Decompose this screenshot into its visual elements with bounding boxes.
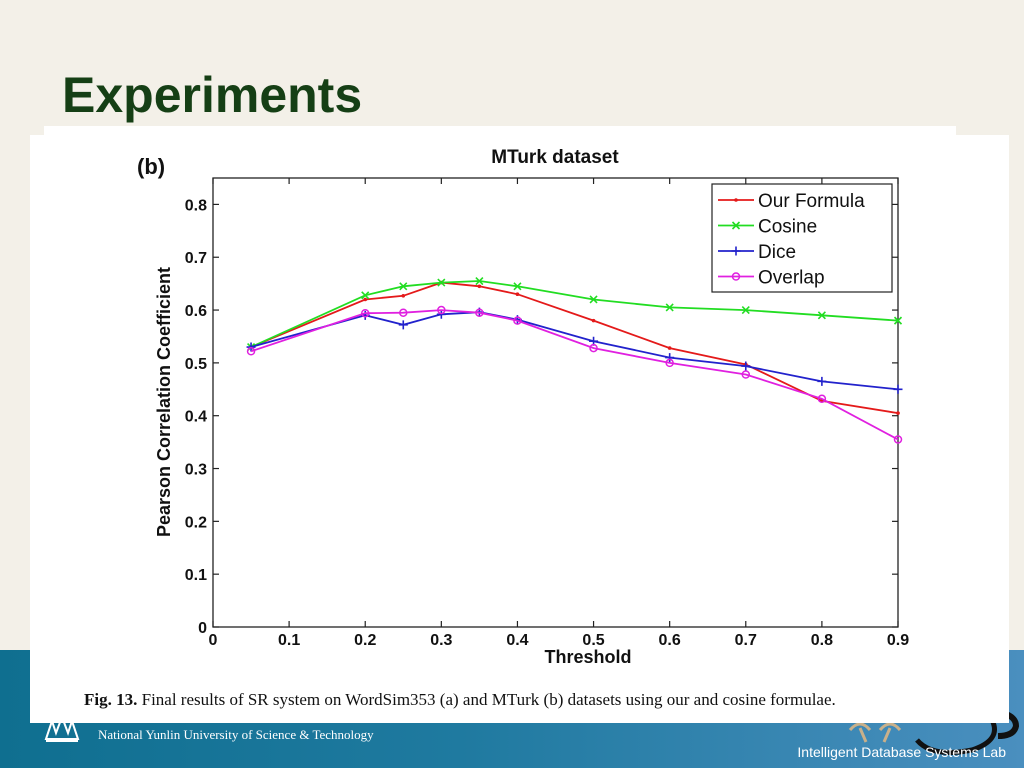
x-tick-label: 0 xyxy=(209,632,218,649)
data-point-our-formula xyxy=(896,411,900,415)
data-point-cosine xyxy=(589,295,598,304)
data-point-cosine xyxy=(399,282,408,291)
x-tick-label: 0.8 xyxy=(811,632,833,649)
data-point-cosine xyxy=(817,311,826,320)
y-tick-label: 0.1 xyxy=(185,567,207,584)
university-name: National Yunlin University of Science & … xyxy=(98,727,374,742)
legend-marker-overlap xyxy=(731,272,741,281)
lab-name: Intelligent Database Systems Lab xyxy=(797,744,1006,760)
x-tick-label: 0.9 xyxy=(887,632,909,649)
legend: Our Formula Cosine Dice Overlap xyxy=(711,183,893,293)
x-tick-label: 0.2 xyxy=(354,632,376,649)
legend-label-our-formula: Our Formula xyxy=(758,191,865,212)
data-point-overlap xyxy=(589,343,598,353)
x-tick-label: 0.7 xyxy=(735,632,757,649)
figure-top-strip xyxy=(44,126,956,136)
data-point-cosine xyxy=(361,291,370,300)
data-point-dice xyxy=(741,361,751,371)
data-point-cosine xyxy=(475,276,484,286)
data-point-overlap xyxy=(817,394,827,404)
panel-label: (b) xyxy=(137,154,165,179)
series-overlap xyxy=(246,305,903,444)
legend-label-dice: Dice xyxy=(758,242,796,263)
data-point-overlap xyxy=(741,370,751,379)
x-axis-ticks: 0 0.1 0.2 0.3 0.4 0.5 0.6 0.7 0.8 0.9 xyxy=(209,178,909,649)
x-tick-label: 0.1 xyxy=(278,632,300,649)
caption-label: Fig. 13. xyxy=(84,690,138,709)
y-tick-label: 0.2 xyxy=(185,514,207,531)
data-point-cosine xyxy=(437,278,446,287)
series-line-overlap xyxy=(250,309,899,441)
data-point-overlap xyxy=(437,305,446,315)
legend-label-cosine: Cosine xyxy=(758,217,817,238)
data-point-overlap xyxy=(893,435,903,444)
data-point-our-formula xyxy=(401,293,406,298)
y-axis-label: Pearson Correlation Coefficient xyxy=(154,267,174,537)
data-point-our-formula xyxy=(515,292,520,297)
legend-marker-our-formula xyxy=(734,198,738,202)
data-point-cosine xyxy=(513,282,522,291)
data-point-overlap xyxy=(665,358,674,368)
data-point-overlap xyxy=(360,308,370,318)
x-tick-label: 0.5 xyxy=(582,632,604,649)
series-layer xyxy=(246,276,903,444)
legend-box xyxy=(711,183,893,293)
data-point-cosine xyxy=(741,305,750,315)
data-point-dice xyxy=(893,384,903,394)
y-tick-label: 0.5 xyxy=(185,356,207,373)
data-point-dice xyxy=(817,376,827,386)
series-cosine xyxy=(246,276,903,352)
data-point-our-formula xyxy=(591,318,596,323)
data-point-our-formula xyxy=(667,346,672,350)
chart-title: MTurk dataset xyxy=(491,147,619,168)
legend-marker-cosine xyxy=(731,221,741,230)
data-point-overlap xyxy=(399,308,408,317)
x-tick-label: 0.6 xyxy=(659,632,681,649)
y-tick-label: 0.8 xyxy=(185,197,207,214)
data-point-cosine xyxy=(665,303,674,312)
slide-title: Experiments xyxy=(62,67,363,123)
data-point-cosine xyxy=(893,316,903,325)
data-point-overlap xyxy=(513,316,522,325)
data-point-our-formula xyxy=(477,284,482,289)
legend-label-overlap: Overlap xyxy=(758,268,825,289)
y-tick-label: 0.6 xyxy=(185,303,207,320)
data-point-overlap xyxy=(246,347,256,356)
y-tick-label: 0 xyxy=(198,620,207,637)
y-tick-label: 0.4 xyxy=(185,409,207,426)
data-point-dice xyxy=(398,320,408,330)
figure-caption: Fig. 13. Final results of SR system on W… xyxy=(84,690,836,710)
data-point-overlap xyxy=(475,308,484,317)
legend-marker-dice xyxy=(731,246,741,256)
data-point-dice xyxy=(665,353,675,363)
y-axis-ticks: 0 0.1 0.2 0.3 0.4 0.5 0.6 0.7 0.8 xyxy=(185,197,898,637)
y-tick-label: 0.7 xyxy=(185,250,207,267)
data-point-our-formula xyxy=(363,297,368,302)
y-tick-label: 0.3 xyxy=(185,462,207,479)
caption-text: Final results of SR system on WordSim353… xyxy=(141,690,836,709)
university-logo-icon xyxy=(44,715,80,742)
x-tick-label: 0.4 xyxy=(506,632,528,649)
x-tick-label: 0.3 xyxy=(430,632,452,649)
x-axis-label: Threshold xyxy=(544,647,631,667)
